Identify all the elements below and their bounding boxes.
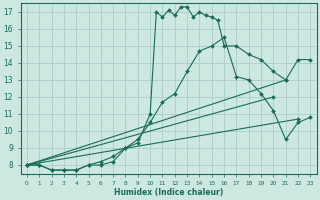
X-axis label: Humidex (Indice chaleur): Humidex (Indice chaleur) — [114, 188, 223, 197]
